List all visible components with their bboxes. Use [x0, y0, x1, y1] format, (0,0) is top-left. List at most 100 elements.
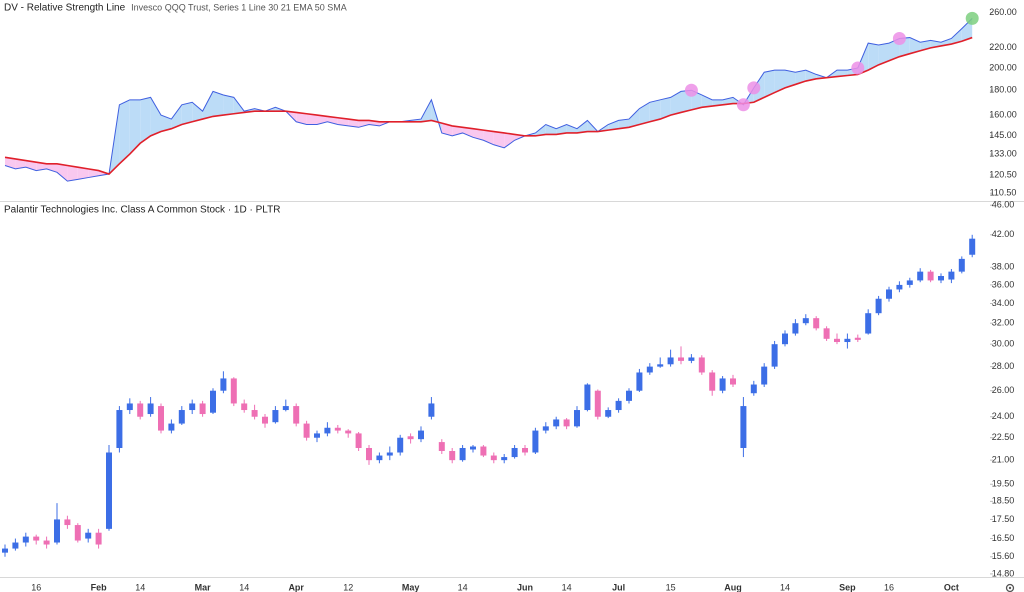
candle-body [126, 403, 133, 411]
candle-body [199, 403, 206, 415]
x-tick-label: Apr [288, 582, 304, 592]
new-high-marker [736, 98, 750, 112]
candle-body [522, 447, 528, 453]
candle-body [397, 437, 404, 453]
candle-body [813, 318, 820, 329]
candle-body [428, 403, 435, 417]
candle-body [95, 532, 102, 545]
candle-body [334, 427, 341, 431]
candle-body [230, 378, 237, 404]
rs-fill [129, 99, 141, 155]
y-tick-label: 16.50 [992, 533, 1015, 543]
x-tick-label: Jul [612, 582, 625, 592]
x-tick-label: Aug [724, 582, 742, 592]
candle-body [293, 406, 300, 424]
rs-fill [181, 102, 193, 125]
rs-line [4, 18, 973, 182]
rs-fill [649, 99, 661, 122]
candle-body [355, 433, 362, 448]
rs-fill [629, 108, 640, 128]
candle-body [241, 403, 248, 411]
candle-body [470, 446, 476, 450]
candle-body [563, 419, 570, 427]
rs-fill [701, 94, 713, 108]
rs-fill [535, 124, 546, 136]
rs-fill [140, 97, 151, 144]
candle-body [698, 357, 705, 373]
candle-body [896, 284, 903, 290]
candle-body [314, 433, 320, 438]
x-tick-label: 14 [239, 582, 249, 592]
rs-fill [223, 94, 234, 116]
candle-body [667, 357, 674, 365]
rs-fill [868, 43, 879, 71]
candle-body [823, 328, 830, 339]
x-tick-label: Sep [839, 582, 856, 592]
candle-body [189, 403, 196, 411]
candle-body [875, 298, 882, 314]
rs-fill [15, 158, 26, 169]
candle-body [418, 430, 424, 440]
x-tick-label: 14 [458, 582, 468, 592]
y-tick-label: 38.00 [992, 262, 1015, 272]
candle-body [74, 525, 81, 541]
candle-body [761, 366, 768, 385]
candle-body [938, 276, 944, 281]
rs-fill [161, 115, 172, 132]
rs-fill [805, 70, 817, 82]
candle-body [906, 280, 913, 285]
candle-body [147, 403, 154, 415]
candle-body [865, 313, 872, 334]
candle-body [501, 457, 508, 461]
x-tick-label: 14 [780, 582, 790, 592]
new-high-marker [851, 61, 865, 75]
rs-fill [358, 120, 369, 128]
x-tick-label: May [402, 582, 420, 592]
candle-body [730, 378, 736, 385]
candle-body [594, 390, 601, 417]
rs-fill [192, 102, 203, 122]
candle-body [969, 238, 976, 255]
candle-body [376, 455, 383, 461]
rs-subtitle: Invesco QQQ Trust, Series 1 Line 30 21 E… [131, 2, 347, 12]
candle-body [927, 271, 934, 281]
candle-body [782, 333, 788, 345]
price-title: Palantir Technologies Inc. Class A Commo… [4, 205, 280, 216]
candle-body [168, 423, 175, 431]
rs-fill [327, 116, 338, 125]
candle-body [303, 423, 310, 438]
rs-fill [337, 117, 349, 126]
candle-body [886, 289, 892, 299]
y-tick-label: 260.00 [989, 7, 1017, 17]
y-tick-label: 120.50 [989, 169, 1017, 179]
y-tick-label: 110.50 [990, 188, 1017, 198]
candle-body [33, 536, 40, 541]
rs-title: DV - Relative Strength Line [4, 3, 126, 14]
rs-fill [77, 167, 89, 180]
candle-body [459, 447, 466, 461]
rs-fill [57, 163, 68, 182]
rs-fill [202, 91, 213, 120]
rs-fill [25, 160, 37, 171]
x-tick-label: 12 [343, 582, 353, 592]
rs-fill [171, 104, 182, 129]
candle-body [490, 455, 497, 461]
new-high-marker [965, 11, 979, 25]
candle-body [750, 384, 757, 394]
rs-fill [306, 113, 317, 125]
y-tick-label: 32.00 [992, 318, 1015, 328]
candle-body [657, 364, 664, 367]
rs-fill [618, 119, 629, 129]
candle-body [106, 452, 112, 529]
y-tick-label: 24.00 [992, 411, 1015, 421]
rs-fill [795, 70, 806, 85]
x-tick-label: 14 [135, 582, 145, 592]
x-tick-label: 15 [666, 582, 676, 592]
rs-fill [566, 124, 577, 133]
candle-body [605, 410, 612, 417]
y-tick-label: 46.00 [992, 200, 1015, 210]
y-tick-label: 21.00 [992, 455, 1015, 465]
x-tick-label: 16 [884, 582, 894, 592]
y-tick-label: 34.00 [992, 298, 1015, 308]
